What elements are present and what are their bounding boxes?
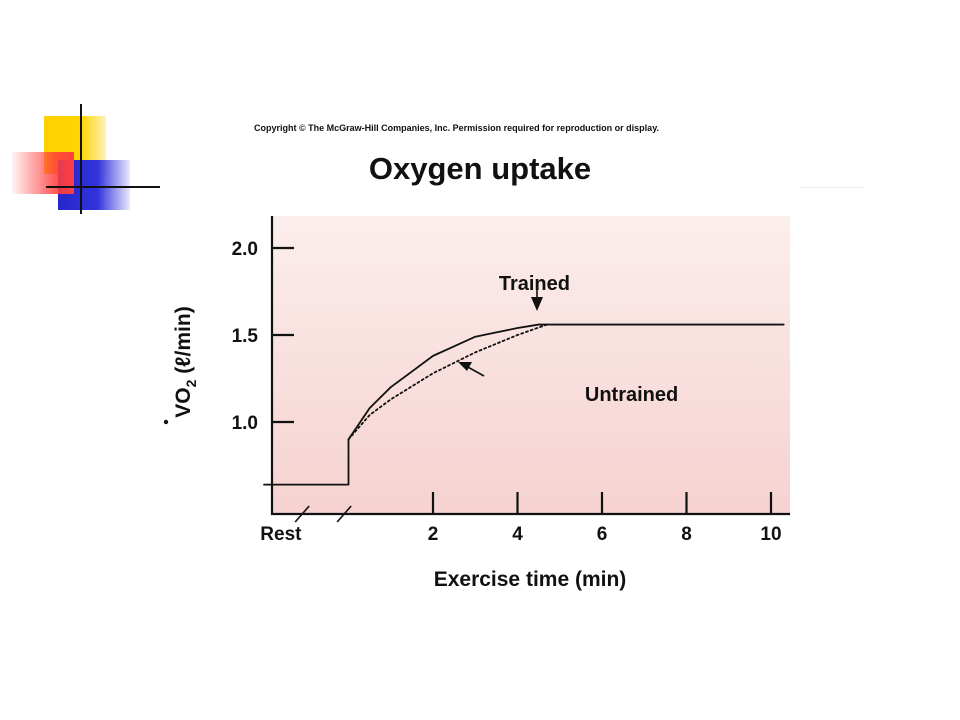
chart-title: Oxygen uptake xyxy=(369,151,591,186)
y-tick-label: 1.0 xyxy=(232,413,258,434)
x-tick-label: 6 xyxy=(597,524,608,545)
x-tick-label: 4 xyxy=(512,524,523,545)
y-axis-label-dot xyxy=(163,419,169,425)
y-axis-label-unit: (ℓ/min) xyxy=(172,306,195,379)
y-tick-label: 1.5 xyxy=(232,326,259,347)
plot-background xyxy=(272,216,790,514)
x-tick-label: 10 xyxy=(760,524,781,545)
x-axis-label: Exercise time (min) xyxy=(434,568,627,591)
y-axis-label-sub: 2 xyxy=(183,379,199,387)
logo-horizontal-line xyxy=(46,186,160,188)
annotation-trained-arrowhead xyxy=(531,297,543,311)
series-layer xyxy=(263,323,785,486)
ticks: 2.0 1.5 1.0 Rest 2 4 6 8 10 xyxy=(232,239,782,545)
annotation-untrained-arrowhead xyxy=(458,362,472,371)
x-tick-label: 2 xyxy=(428,524,439,545)
series-line-trained xyxy=(263,323,785,486)
x-tick-label: 8 xyxy=(681,524,692,545)
annotation-untrained: Untrained xyxy=(585,384,678,406)
annotation-layer: Trained Untrained xyxy=(458,273,678,406)
copyright-notice: Copyright © The McGraw-Hill Companies, I… xyxy=(254,123,660,133)
y-axis-label-main: VO xyxy=(172,387,195,417)
y-axis-label-group: VO2 (ℓ/min) xyxy=(163,306,199,425)
y-tick-label: 2.0 xyxy=(232,239,258,260)
logo-vertical-line xyxy=(80,104,82,214)
x-tick-label: Rest xyxy=(260,524,302,545)
axes xyxy=(270,216,790,516)
decorative-divider xyxy=(800,187,864,188)
axis-break-mark xyxy=(294,505,310,523)
y-axis-label: VO2 (ℓ/min) xyxy=(172,306,199,417)
series-line-untrained xyxy=(347,323,548,441)
annotation-trained: Trained xyxy=(499,273,570,295)
annotation-untrained-arrow xyxy=(465,365,485,377)
axis-break-mark xyxy=(336,505,352,523)
